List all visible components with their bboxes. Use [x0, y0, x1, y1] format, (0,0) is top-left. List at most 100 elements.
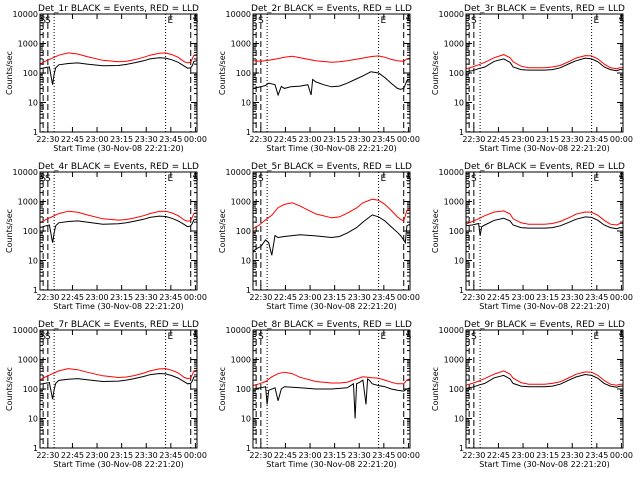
y-tick-label: 10: [28, 257, 38, 266]
y-tick-label: 1000: [444, 198, 464, 207]
y-tick-label: 1000: [18, 198, 38, 207]
x-tick-label: 23:15: [323, 451, 346, 460]
detector-plot: Det_3r BLACK = Events, RED = LLDSES11010…: [431, 4, 633, 153]
x-tick-label: 22:45: [487, 135, 510, 144]
y-tick-label: 10000: [13, 10, 38, 19]
y-tick-label: 10000: [226, 168, 251, 177]
x-tick-label: 23:45: [372, 451, 395, 460]
detector-plot: Det_6r BLACK = Events, RED = LLDSES11010…: [431, 162, 633, 311]
y-tick-label: 100: [236, 69, 251, 78]
x-tick-label: 23:30: [561, 135, 584, 144]
x-tick-label: 23:30: [348, 135, 371, 144]
plot-title: Det_6r BLACK = Events, RED = LLD: [464, 162, 625, 172]
y-axis-title: Counts/sec: [431, 209, 440, 253]
y-axis-title: Counts/sec: [218, 209, 227, 253]
x-tick-label: 23:45: [372, 135, 395, 144]
x-tick-label: 22:30: [462, 293, 485, 302]
x-tick-label: 23:00: [299, 135, 322, 144]
event-marker-s: S: [258, 174, 264, 184]
x-tick-label: 22:45: [61, 135, 84, 144]
plot-title: Det_2r BLACK = Events, RED = LLD: [251, 4, 412, 14]
x-tick-label: 00:00: [184, 451, 207, 460]
event-marker-s: S: [40, 174, 46, 184]
plot-frame: [465, 171, 624, 291]
x-tick-label: 22:30: [249, 293, 272, 302]
plot-title: Det_7r BLACK = Events, RED = LLD: [38, 320, 199, 330]
event-marker-e: E: [593, 174, 599, 184]
x-axis-title: Start Time (30-Nov-08 22:21:20): [266, 460, 396, 469]
y-tick-label: 10: [241, 415, 251, 424]
lld-series-line: [39, 52, 198, 65]
y-axis-title: Counts/sec: [5, 367, 14, 411]
event-marker-s: S: [45, 332, 51, 342]
x-tick-label: 23:15: [536, 135, 559, 144]
y-tick-label: 1: [33, 286, 38, 295]
event-marker-e: E: [380, 332, 386, 342]
events-series-line: [252, 214, 411, 256]
x-tick-label: 23:30: [135, 451, 158, 460]
x-tick-label: 23:15: [110, 135, 133, 144]
detector-plot: Det_5r BLACK = Events, RED = LLDSES11010…: [218, 162, 420, 311]
plot-title: Det_9r BLACK = Events, RED = LLD: [464, 320, 625, 330]
x-tick-label: 22:45: [61, 293, 84, 302]
x-tick-label: 22:30: [36, 451, 59, 460]
x-tick-label: 23:15: [323, 293, 346, 302]
x-tick-label: 23:45: [585, 293, 608, 302]
x-tick-label: 22:30: [249, 451, 272, 460]
event-marker-e: E: [167, 16, 173, 26]
events-series-line: [39, 215, 198, 243]
y-tick-label: 10: [28, 99, 38, 108]
y-axis-title: Counts/sec: [218, 367, 227, 411]
event-marker-e: E: [593, 16, 599, 26]
detector-plot: Det_2r BLACK = Events, RED = LLDSES11010…: [218, 4, 420, 153]
y-tick-label: 10000: [13, 168, 38, 177]
plot-frame: [465, 329, 624, 449]
lld-series-line: [252, 198, 411, 230]
y-tick-label: 100: [449, 227, 464, 236]
y-tick-label: 100: [449, 69, 464, 78]
y-tick-label: 10: [454, 415, 464, 424]
plot-frame: [465, 13, 624, 133]
x-tick-label: 23:00: [512, 451, 535, 460]
x-axis-title: Start Time (30-Nov-08 22:21:20): [53, 144, 183, 153]
y-tick-label: 1000: [18, 356, 38, 365]
y-tick-label: 10000: [439, 168, 464, 177]
x-axis-title: Start Time (30-Nov-08 22:21:20): [479, 302, 609, 311]
events-series-line: [465, 216, 623, 236]
event-marker-s: S: [40, 332, 46, 342]
lld-series-line: [465, 54, 623, 70]
event-marker-s: S: [471, 16, 477, 26]
y-tick-label: 1000: [231, 198, 251, 207]
x-tick-label: 23:30: [348, 293, 371, 302]
x-tick-label: 23:45: [372, 293, 395, 302]
x-tick-label: 23:15: [536, 293, 559, 302]
y-tick-label: 1000: [444, 40, 464, 49]
x-tick-label: 00:00: [397, 135, 420, 144]
x-tick-label: 23:15: [323, 135, 346, 144]
events-series-line: [465, 373, 623, 389]
x-tick-label: 22:30: [36, 135, 59, 144]
event-marker-s: S: [471, 332, 477, 342]
y-tick-label: 10000: [439, 10, 464, 19]
x-axis-title: Start Time (30-Nov-08 22:21:20): [479, 144, 609, 153]
y-axis-title: Counts/sec: [431, 51, 440, 95]
y-tick-label: 10: [241, 99, 251, 108]
y-tick-label: 100: [236, 227, 251, 236]
y-tick-label: 1: [33, 128, 38, 137]
events-series-line: [39, 57, 198, 85]
lld-series-line: [252, 55, 411, 63]
x-tick-label: 22:45: [274, 451, 297, 460]
x-tick-label: 22:45: [274, 135, 297, 144]
y-tick-label: 1: [459, 286, 464, 295]
y-tick-label: 10: [454, 99, 464, 108]
x-tick-label: 00:00: [610, 451, 633, 460]
x-tick-label: 00:00: [610, 293, 633, 302]
lld-series-line: [39, 210, 198, 224]
y-tick-label: 10000: [226, 10, 251, 19]
events-series-line: [252, 377, 411, 419]
x-tick-label: 00:00: [184, 293, 207, 302]
plot-frame: [39, 171, 198, 291]
event-marker-s: S: [45, 16, 51, 26]
events-series-line: [39, 372, 198, 400]
